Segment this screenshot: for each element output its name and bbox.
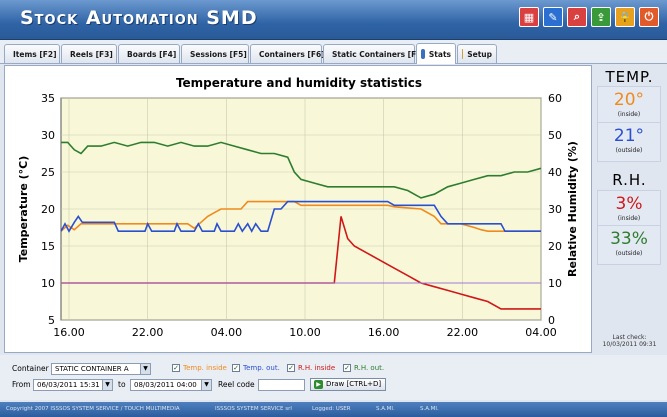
y2-tick-label: 40: [548, 166, 562, 179]
tab-reels[interactable]: Reels [F3]: [61, 44, 117, 63]
tab-items[interactable]: Items [F2]: [4, 44, 60, 63]
status-bar: Copyright 2007 ISSSOS SYSTEM SERVICE / T…: [0, 402, 667, 417]
series-temp-out: [60, 200, 541, 233]
temp-heading: TEMP.: [605, 68, 654, 86]
tab-setup[interactable]: Setup: [457, 44, 497, 63]
to-date-value: 08/03/2011 04:00: [134, 381, 197, 389]
app-header: Stock Automation SMD ▦ ✎ ⌕ ⇪ 🔒 ⏻: [0, 0, 667, 40]
legend-rh-out[interactable]: ✓ R.H. out.: [343, 364, 385, 372]
y2-tick-label: 60: [548, 92, 562, 105]
last-check-label: Last check:: [612, 334, 647, 341]
x-tick-label: 10.00: [289, 326, 321, 339]
checkbox-rh-inside[interactable]: ✓: [287, 364, 295, 372]
temp-outside-label: (outside): [615, 147, 643, 154]
chart-title: Temperature and humidity statistics: [175, 76, 423, 90]
from-date-value: 06/03/2011 15:31: [37, 381, 100, 389]
rh-inside-card: 3% (inside): [597, 190, 661, 230]
rh-outside-card: 33% (outside): [597, 225, 661, 265]
y-tick-label: 25: [41, 166, 55, 179]
container-label: Container: [12, 364, 49, 373]
chevron-down-icon: ▼: [140, 364, 150, 374]
legend-temp-inside[interactable]: ✓ Temp. inside: [172, 364, 227, 372]
status-copyright: Copyright 2007 ISSSOS SYSTEM SERVICE / T…: [6, 406, 180, 412]
reel-code-label: Reel code: [218, 380, 255, 389]
last-check-value: 10/03/2011 09:31: [602, 341, 657, 348]
x-tick-label: 16.00: [368, 326, 400, 339]
y-tick-label: 30: [41, 129, 55, 142]
y-tick-label: 35: [41, 92, 55, 105]
y-tick-label: 5: [48, 314, 55, 327]
checkbox-rh-out[interactable]: ✓: [343, 364, 351, 372]
container-select-value: STATIC CONTAINER A: [55, 365, 129, 373]
rh-inside-label: (inside): [617, 215, 641, 222]
reel-code-input[interactable]: [258, 379, 305, 391]
x-tick-label: 04.00: [525, 326, 557, 339]
series-r-h-out: [61, 141, 542, 199]
container-select[interactable]: STATIC CONTAINER A ▼: [51, 363, 151, 375]
tab-sessions[interactable]: Sessions [F5]: [181, 44, 249, 63]
search-icon[interactable]: ⌕: [567, 7, 587, 27]
calendar-icon[interactable]: ▦: [519, 7, 539, 27]
export-icon[interactable]: ⇪: [591, 7, 611, 27]
tab-containers[interactable]: Containers [F6]: [250, 44, 325, 63]
y2-tick-label: 50: [548, 129, 562, 142]
draw-button[interactable]: ▶ Draw [CTRL+D]: [310, 378, 387, 391]
app-title: Stock Automation SMD: [20, 7, 258, 29]
chevron-down-icon: ▼: [102, 380, 112, 390]
play-icon: ▶: [314, 380, 323, 389]
from-label: From: [12, 380, 31, 389]
y2-tick-label: 10: [548, 277, 562, 290]
from-date-select[interactable]: 06/03/2011 15:31 ▼: [33, 379, 113, 391]
rh-inside-value: 3%: [615, 194, 643, 214]
rh-outside-value: 33%: [610, 229, 648, 249]
legend-temp-out[interactable]: ✓ Temp. out.: [232, 364, 280, 372]
temp-inside-card: 20° (inside): [597, 86, 661, 126]
y-tick-label: 15: [41, 240, 55, 253]
setup-icon: [462, 49, 464, 59]
legend-rh-inside[interactable]: ✓ R.H. inside: [287, 364, 336, 372]
tab-static-containers[interactable]: Static Containers [F7]: [323, 44, 425, 63]
tab-boards[interactable]: Boards [F4]: [118, 44, 180, 63]
filter-controls: Container STATIC CONTAINER A ▼ ✓ Temp. in…: [0, 355, 667, 400]
y2-axis-label: Relative Humidity (%): [566, 141, 579, 277]
x-tick-label: 16.00: [53, 326, 85, 339]
readings-panel: TEMP. 20° (inside) 21° (outside) R.H. 3%…: [592, 65, 667, 353]
y2-tick-label: 20: [548, 240, 562, 253]
series-r-h-inside: [61, 216, 541, 310]
lock-icon[interactable]: 🔒: [615, 7, 635, 27]
to-label: to: [118, 380, 126, 389]
edit-icon[interactable]: ✎: [543, 7, 563, 27]
rh-heading: R.H.: [612, 171, 647, 189]
tab-bar: Items [F2] Reels [F3] Boards [F4] Sessio…: [0, 40, 667, 64]
checkbox-temp-out[interactable]: ✓: [232, 364, 240, 372]
x-tick-label: 22.00: [447, 326, 479, 339]
status-app-2: S.A.MI.: [420, 406, 439, 412]
power-icon[interactable]: ⏻: [639, 7, 659, 27]
last-check: Last check: 10/03/2011 09:31: [592, 334, 667, 348]
status-app-1: S.A.MI.: [376, 406, 395, 412]
temp-outside-value: 21°: [613, 126, 645, 146]
checkbox-temp-inside[interactable]: ✓: [172, 364, 180, 372]
stats-panel: Temperature and humidity statistics 35 60…: [4, 65, 592, 353]
y2-tick-label: 0: [548, 314, 555, 327]
status-user: Logged: USER: [312, 406, 351, 412]
chevron-down-icon: ▼: [201, 380, 211, 390]
to-date-select[interactable]: 08/03/2011 04:00 ▼: [130, 379, 212, 391]
rh-outside-label: (outside): [615, 250, 643, 257]
temp-outside-card: 21° (outside): [597, 122, 661, 162]
tab-stats[interactable]: Stats: [416, 43, 456, 64]
header-toolbar: ▦ ✎ ⌕ ⇪ 🔒 ⏻: [519, 7, 659, 27]
y-tick-label: 10: [41, 277, 55, 290]
x-tick-label: 22.00: [132, 326, 164, 339]
status-company: ISSSOS SYSTEM SERVICE srl: [215, 406, 292, 412]
y-tick-label: 20: [41, 203, 55, 216]
x-tick-label: 04.00: [211, 326, 243, 339]
y-axis-label: Temperature (°C): [17, 156, 30, 263]
temp-inside-value: 20°: [613, 90, 645, 110]
y2-tick-label: 30: [548, 203, 562, 216]
temp-inside-label: (inside): [617, 111, 641, 118]
stats-icon: [421, 49, 425, 59]
